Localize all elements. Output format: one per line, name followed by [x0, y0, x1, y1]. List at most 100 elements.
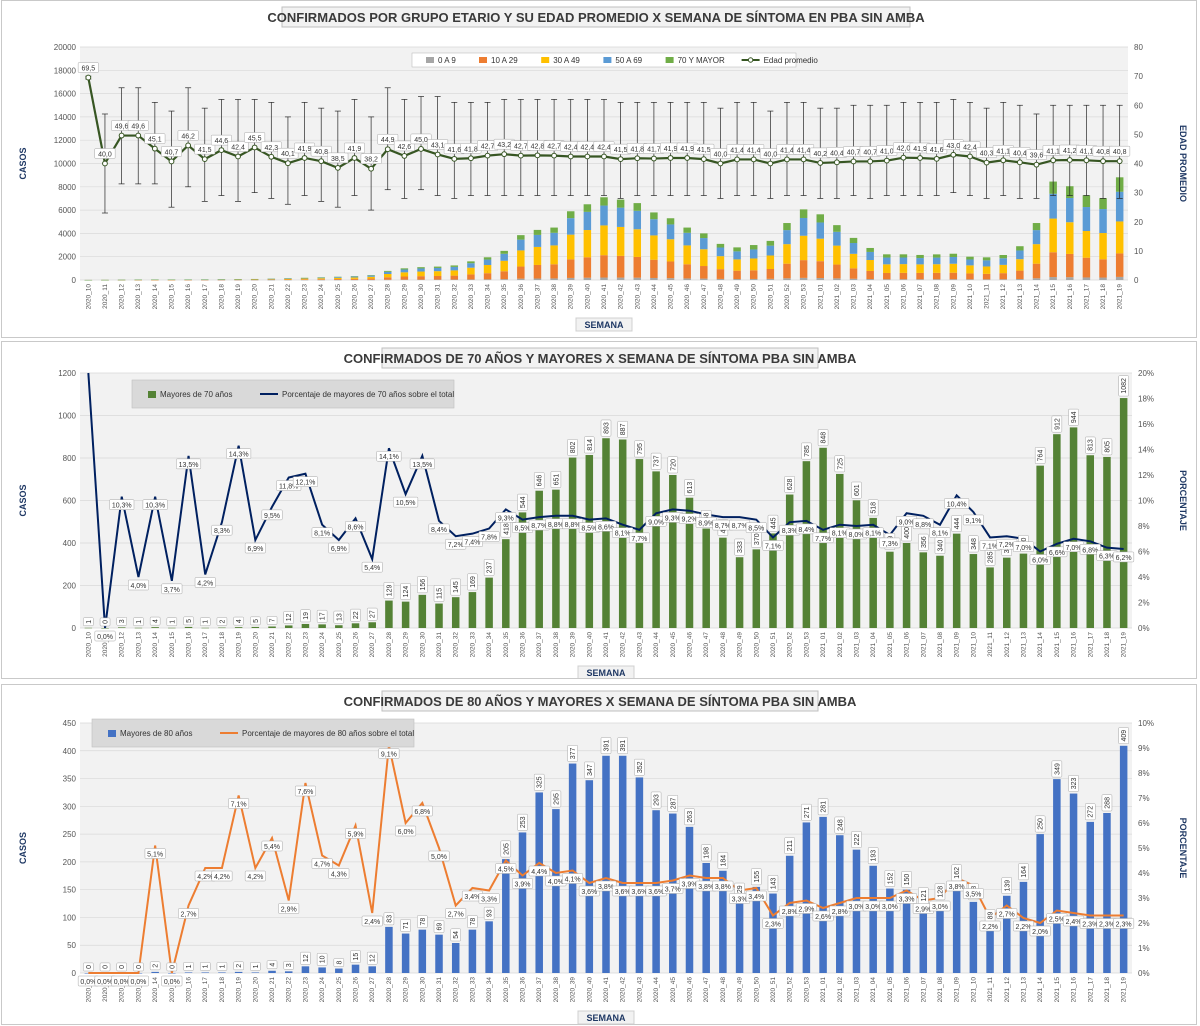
- x-tick-label: 2021_19: [1121, 632, 1128, 658]
- percentage-label-box: [261, 509, 283, 521]
- avg-age-marker: [800, 156, 807, 163]
- bar-value-label-box: [550, 790, 562, 808]
- bar: [518, 512, 527, 628]
- percentage-label-box: [144, 848, 166, 859]
- bar-value-label: 613: [687, 482, 694, 494]
- bar-segment-50-a-69: [350, 276, 359, 278]
- bar-value-label-box: [199, 617, 211, 627]
- percentage-label: 5,9%: [348, 832, 364, 839]
- bar-segment-30-a-49: [1099, 233, 1107, 260]
- x-tick-label: 2020_39: [570, 977, 577, 1003]
- x-tick-label: 2021_18: [1104, 632, 1111, 658]
- x-tick-label: 2020_14: [152, 632, 159, 658]
- avg-age-label: 43,0: [947, 143, 961, 150]
- bar: [451, 943, 460, 973]
- percentage-label: 9,0%: [899, 519, 915, 526]
- bar-value-label-box: [500, 840, 512, 858]
- avg-age-marker: [534, 152, 541, 159]
- bar-segment-30-a-49: [766, 255, 775, 269]
- bar-value-label: 272: [1088, 806, 1095, 818]
- percentage-label: 5,4%: [364, 565, 380, 572]
- x-tick-label: 2021_01: [820, 977, 827, 1003]
- x-tick-label: 2020_37: [534, 284, 541, 310]
- legend-swatch: [603, 57, 612, 63]
- bar-value-label: 287: [670, 797, 677, 809]
- bar-value-label-box: [1051, 760, 1063, 778]
- y2-tick-label: 2%: [1138, 599, 1150, 608]
- bar: [1053, 779, 1061, 973]
- bar-segment-50-a-69: [533, 234, 542, 247]
- percentage-label-box: [361, 561, 383, 573]
- bar-segment-0-a-9: [483, 279, 492, 280]
- avg-age-marker: [933, 155, 940, 162]
- x-tick-label: 2020_39: [570, 632, 577, 658]
- percentage-label: 2,4%: [364, 919, 380, 926]
- percentage-label: 2,2%: [1015, 924, 1031, 931]
- bar-segment-10-a-29: [783, 263, 791, 279]
- bar-value-label: 15: [353, 953, 360, 961]
- percentage-label-box: [962, 514, 984, 526]
- bar-value-label: 1: [136, 620, 143, 624]
- bar-value-label-box: [233, 616, 244, 626]
- bar-value-label: 651: [553, 474, 560, 486]
- bar: [802, 461, 811, 628]
- x-tick-label: 2020_21: [269, 977, 276, 1003]
- bar-value-label: 253: [520, 816, 527, 828]
- y-tick-label: 150: [63, 886, 77, 895]
- bar-value-label-box: [684, 808, 695, 826]
- bar-segment-10-a-29: [1066, 253, 1074, 278]
- percentage-label-box: [962, 888, 984, 899]
- bar: [902, 543, 911, 628]
- percentage-label-box: [996, 908, 1018, 919]
- x-tick-label: 2020_51: [770, 632, 777, 658]
- bar: [568, 763, 577, 973]
- y2-tick-label: 30: [1134, 189, 1143, 198]
- y-tick-label: 0: [72, 969, 77, 978]
- avg-age-label: 69,5: [82, 66, 96, 73]
- bar-segment-70-y-mayor: [633, 203, 642, 211]
- avg-age-label: 49,6: [131, 124, 145, 131]
- bar: [936, 901, 944, 973]
- bar-segment-50-a-69: [583, 211, 592, 231]
- bar: [101, 628, 109, 629]
- avg-age-marker: [900, 154, 907, 161]
- percentage-label: 6,0%: [1032, 558, 1048, 565]
- bar-value-label: 12: [286, 613, 293, 621]
- bar-value-label: 737: [654, 455, 661, 467]
- x-tick-label: 2020_13: [135, 977, 142, 1003]
- bar-value-label: 193: [871, 850, 878, 862]
- x-axis-title-box: [577, 1010, 635, 1024]
- percentage-label-box: [478, 531, 500, 542]
- percentage-label-box: [1113, 918, 1135, 929]
- bar-segment-0-a-9: [982, 279, 991, 280]
- bar-segment-0-a-9: [766, 278, 775, 280]
- y-tick-label: 12000: [54, 136, 77, 145]
- bar-segment-50-a-69: [966, 259, 974, 266]
- bar-value-label: 198: [704, 847, 711, 859]
- bar-value-label: 2: [153, 964, 160, 968]
- avg-age-label: 41,4: [797, 147, 811, 154]
- percentage-label-box: [1079, 544, 1101, 555]
- bar-segment-70-y-mayor: [400, 268, 409, 270]
- bar-segment-0-a-9: [583, 277, 592, 280]
- avg-age-marker: [734, 156, 740, 163]
- bar-value-label: 89: [988, 911, 995, 919]
- bar: [1103, 456, 1111, 628]
- bar: [1019, 553, 1028, 628]
- bar-value-label-box: [617, 737, 628, 755]
- bar-segment-30-a-49: [700, 249, 708, 267]
- percentage-label: 6,9%: [247, 546, 263, 553]
- avg-age-label-box: [210, 134, 232, 146]
- bar: [869, 517, 877, 628]
- bar-value-label-box: [784, 476, 795, 493]
- bar-segment-0-a-9: [949, 279, 958, 280]
- bar-value-label: 4: [270, 963, 277, 967]
- avg-age-marker: [817, 160, 824, 166]
- percentage-label-box: [879, 537, 901, 549]
- bar-segment-10-a-29: [550, 264, 558, 279]
- avg-age-marker: [917, 155, 923, 161]
- bar-value-label: 1082: [1121, 378, 1128, 394]
- avg-age-marker: [168, 158, 175, 165]
- y2-tick-label: 7%: [1138, 794, 1150, 803]
- percentage-label: 3,6%: [615, 889, 631, 896]
